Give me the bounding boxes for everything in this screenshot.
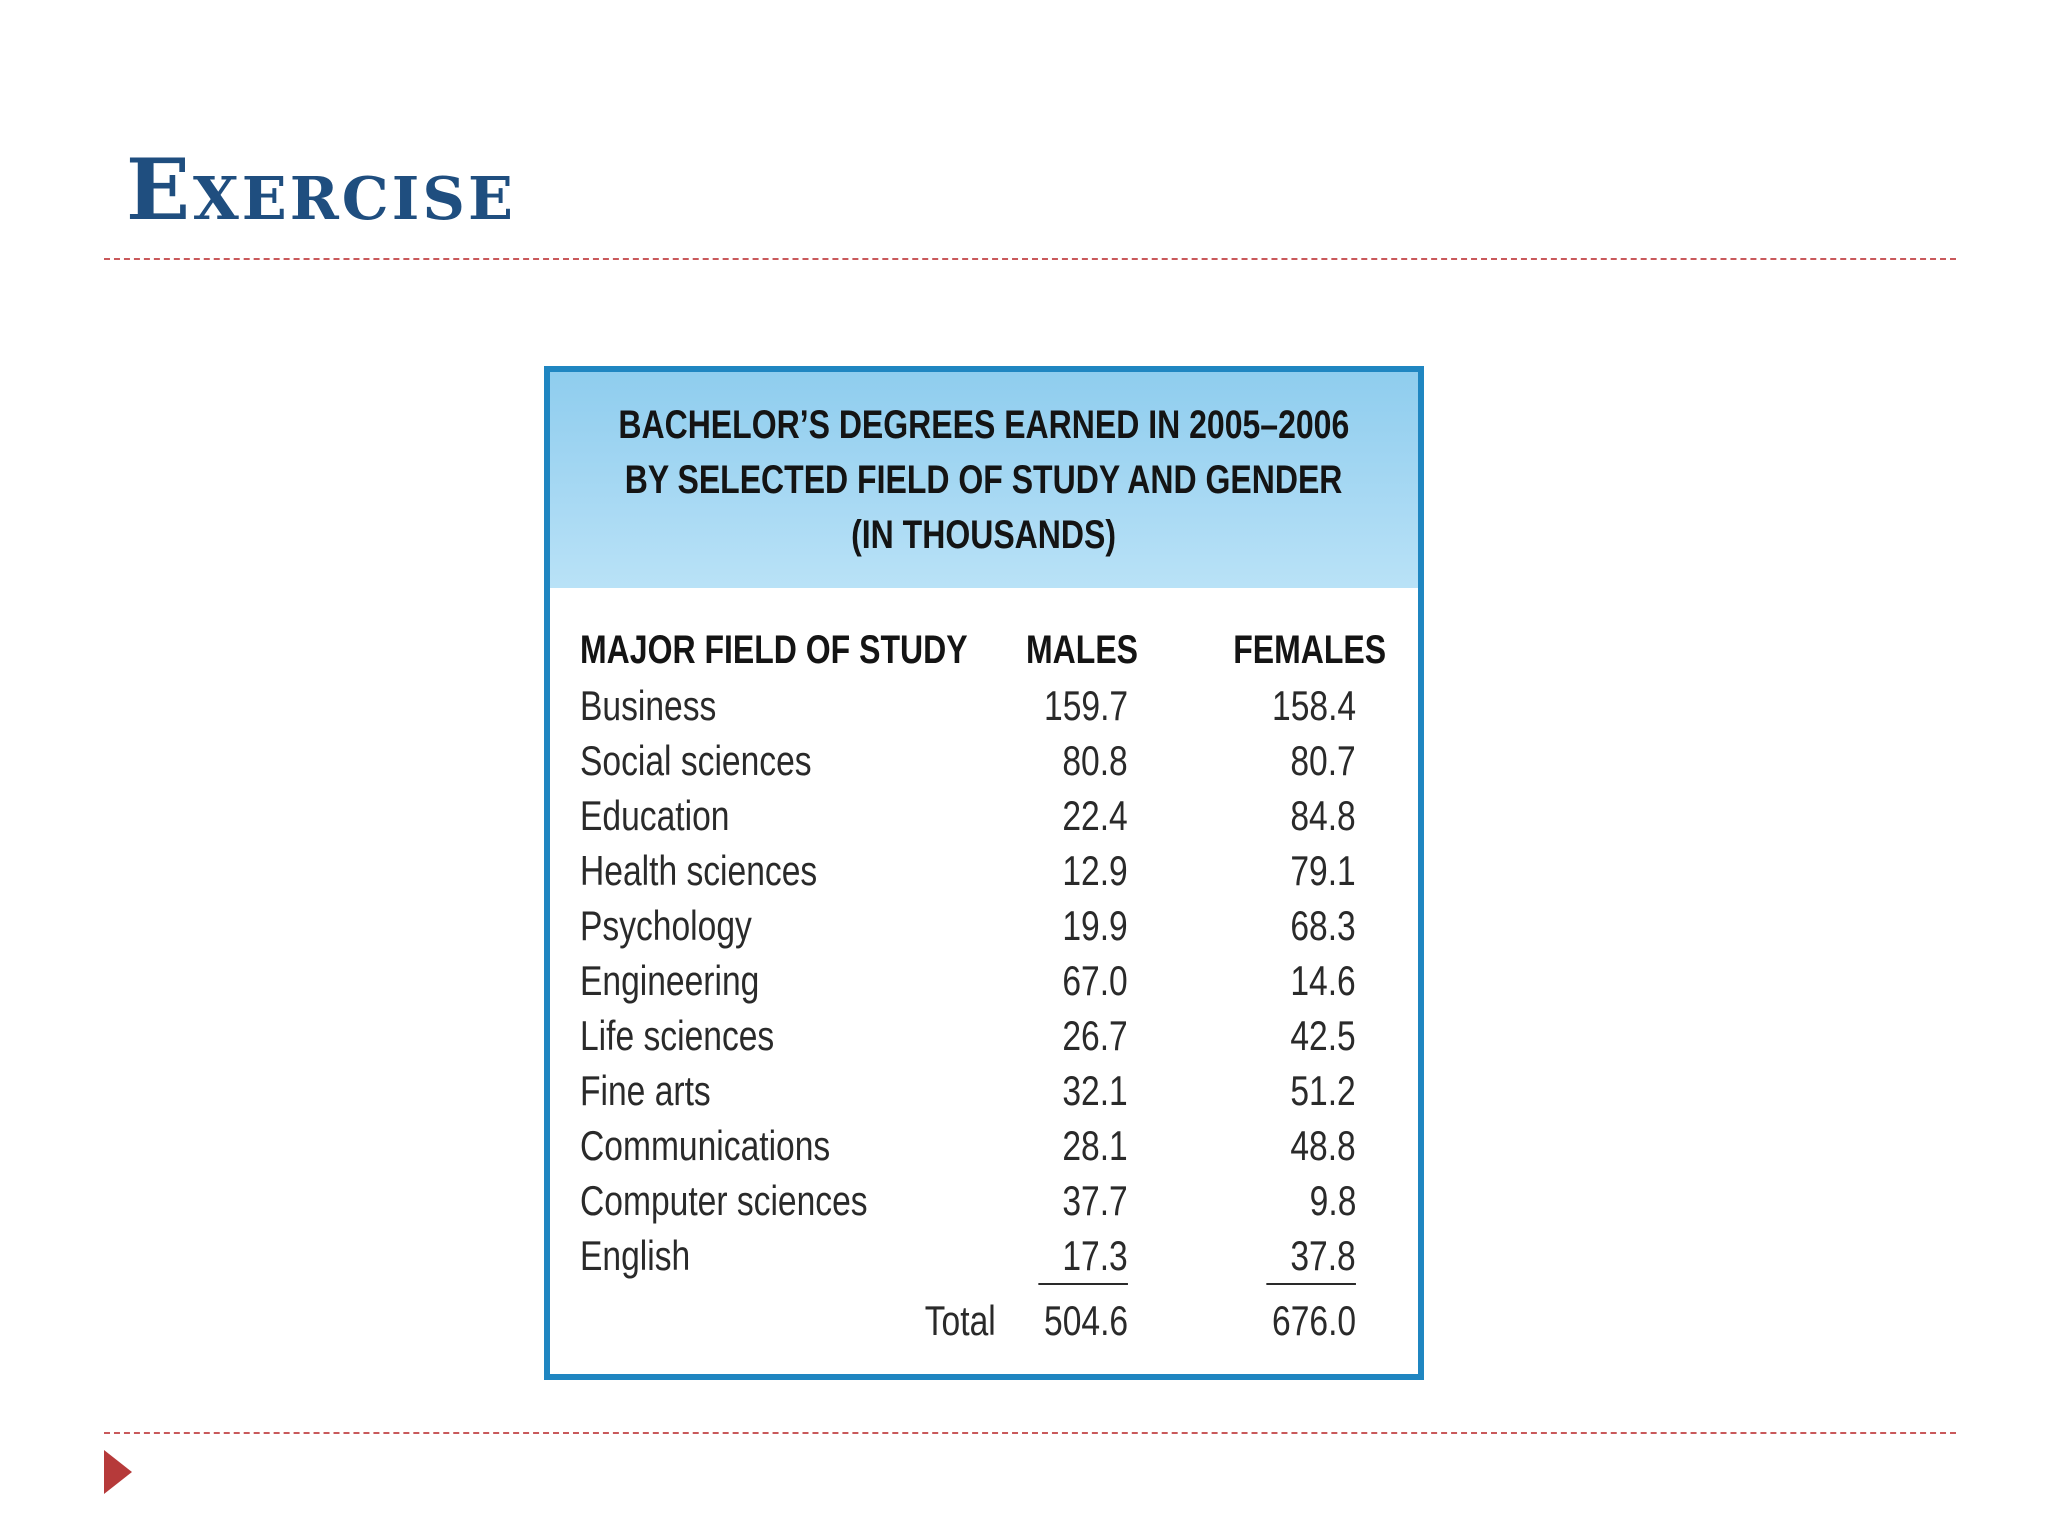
field-cell: Fine arts [580, 1067, 711, 1114]
table-title-band: BACHELOR’S DEGREES EARNED IN 2005–2006 B… [550, 372, 1418, 588]
total-males-cell: 504.6 [1043, 1297, 1128, 1344]
females-cell: 42.5 [1290, 1012, 1356, 1059]
table-body: MAJOR FIELD OF STUDY MALES FEMALES Busin… [550, 588, 1418, 1374]
table-row: Fine arts 32.1 51.2 [550, 1063, 1418, 1118]
triangle-right-icon [104, 1450, 132, 1494]
males-cell: 22.4 [1062, 792, 1128, 839]
males-cell: 37.7 [1062, 1177, 1128, 1224]
females-cell: 37.8 [1266, 1228, 1356, 1285]
males-cell: 17.3 [1038, 1228, 1128, 1285]
females-cell: 48.8 [1290, 1122, 1356, 1169]
males-cell: 26.7 [1062, 1012, 1128, 1059]
females-cell: 79.1 [1290, 847, 1356, 894]
males-cell: 28.1 [1062, 1122, 1128, 1169]
degrees-table: BACHELOR’S DEGREES EARNED IN 2005–2006 B… [544, 366, 1424, 1380]
table-row: Education 22.4 84.8 [550, 788, 1418, 843]
table-title-line: BY SELECTED FIELD OF STUDY AND GENDER [625, 457, 1343, 502]
column-header-males: MALES [1026, 628, 1138, 672]
table-row: Communications 28.1 48.8 [550, 1118, 1418, 1173]
column-headers: MAJOR FIELD OF STUDY MALES FEMALES [550, 622, 1418, 678]
females-cell: 158.4 [1271, 682, 1356, 729]
total-females-cell: 676.0 [1271, 1297, 1356, 1344]
table-title-line: (IN THOUSANDS) [851, 512, 1117, 557]
males-cell: 67.0 [1062, 957, 1128, 1004]
bottom-divider [104, 1432, 1956, 1434]
females-cell: 51.2 [1290, 1067, 1356, 1114]
total-row: Total 504.6 676.0 [550, 1292, 1418, 1350]
total-label: Total [925, 1297, 996, 1344]
females-cell: 68.3 [1290, 902, 1356, 949]
table-row: Social sciences 80.8 80.7 [550, 733, 1418, 788]
females-cell: 80.7 [1290, 737, 1356, 784]
table-row: Psychology 19.9 68.3 [550, 898, 1418, 953]
field-cell: Communications [580, 1122, 831, 1169]
females-cell: 14.6 [1290, 957, 1356, 1004]
males-cell: 19.9 [1062, 902, 1128, 949]
males-cell: 159.7 [1043, 682, 1128, 729]
table-rows: Business 159.7 158.4 Social sciences 80.… [550, 678, 1418, 1285]
field-cell: Education [580, 792, 730, 839]
table-row: Engineering 67.0 14.6 [550, 953, 1418, 1008]
column-header-females: FEMALES [1233, 628, 1386, 672]
column-header-field: MAJOR FIELD OF STUDY [580, 628, 968, 672]
field-cell: Engineering [580, 957, 760, 1004]
females-cell: 84.8 [1290, 792, 1356, 839]
females-cell: 9.8 [1309, 1177, 1356, 1224]
field-cell: Computer sciences [580, 1177, 868, 1224]
field-cell: Social sciences [580, 737, 812, 784]
field-cell: Psychology [580, 902, 752, 949]
field-cell: Business [580, 682, 717, 729]
table-row: Computer sciences 37.7 9.8 [550, 1173, 1418, 1228]
top-divider [104, 258, 1956, 260]
table-row: Life sciences 26.7 42.5 [550, 1008, 1418, 1063]
males-cell: 32.1 [1062, 1067, 1128, 1114]
slide-title: Exercise [126, 140, 516, 239]
males-cell: 12.9 [1062, 847, 1128, 894]
table-title-line: BACHELOR’S DEGREES EARNED IN 2005–2006 [618, 402, 1350, 447]
table-row: Health sciences 12.9 79.1 [550, 843, 1418, 898]
table-row: English 17.3 37.8 [550, 1228, 1418, 1285]
field-cell: Health sciences [580, 847, 818, 894]
field-cell: Life sciences [580, 1012, 775, 1059]
field-cell: English [580, 1232, 691, 1279]
males-cell: 80.8 [1062, 737, 1128, 784]
table-row: Business 159.7 158.4 [550, 678, 1418, 733]
